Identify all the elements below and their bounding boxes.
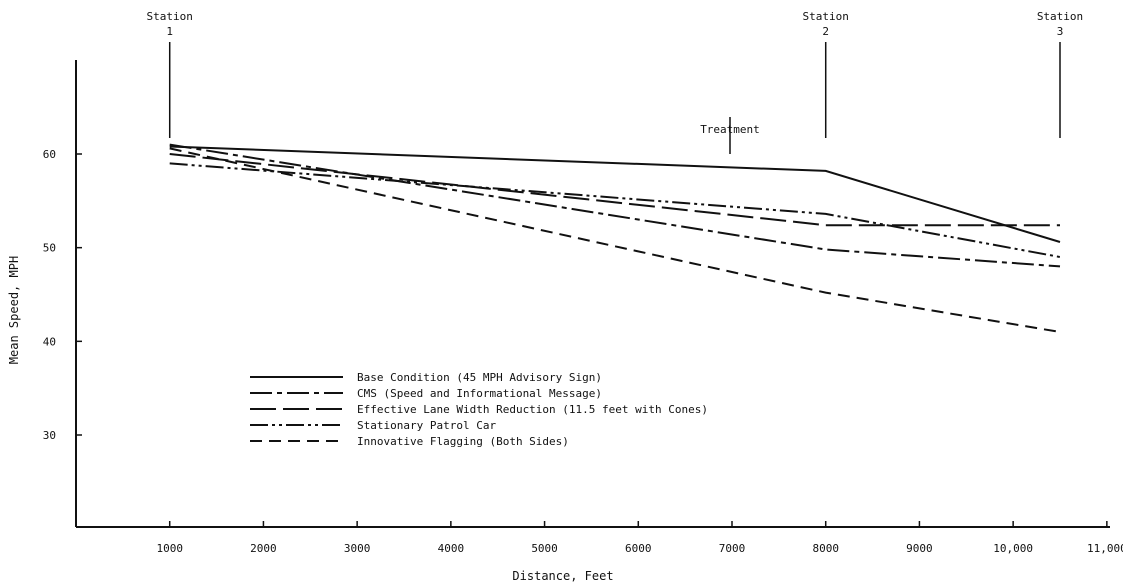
x-axis-label: Distance, Feet xyxy=(512,569,613,583)
legend: Base Condition (45 MPH Advisory Sign) CMS… xyxy=(250,371,708,448)
legend-label: Base Condition (45 MPH Advisory Sign) xyxy=(357,371,602,384)
x-tick-label: 7000 xyxy=(719,542,746,555)
station-label: Station xyxy=(803,10,849,23)
series-line xyxy=(169,153,1060,227)
station-number: 1 xyxy=(166,25,173,38)
x-ticks: 1000 2000 3000 4000 5000 6000 7000 8000 9000 10,0… xyxy=(156,521,1123,555)
x-tick-label: 2000 xyxy=(250,542,277,555)
series-line xyxy=(169,145,1061,243)
x-tick-label: 5000 xyxy=(531,542,558,555)
series-line xyxy=(169,147,1061,333)
series-line xyxy=(169,162,1061,258)
y-tick-label: 60 xyxy=(43,148,56,161)
axes xyxy=(75,60,1110,528)
station-label: Station xyxy=(1037,10,1083,23)
series-line xyxy=(169,143,1061,268)
station-label: Station xyxy=(147,10,193,23)
y-tick-label: 40 xyxy=(43,335,56,348)
annotations: Treatment xyxy=(700,117,760,154)
legend-label: Effective Lane Width Reduction (11.5 fee… xyxy=(357,403,708,416)
legend-label: CMS (Speed and Informational Message) xyxy=(357,387,602,400)
x-tick-label: 8000 xyxy=(812,542,839,555)
x-tick-label: 11,000 xyxy=(1087,542,1123,555)
station-number: 2 xyxy=(822,25,829,38)
y-tick-label: 50 xyxy=(43,242,56,255)
series-lines xyxy=(169,143,1061,333)
y-tick-label: 30 xyxy=(43,429,56,442)
y-ticks: 30 40 50 60 xyxy=(43,148,82,442)
x-tick-label: 4000 xyxy=(438,542,465,555)
x-tick-label: 10,000 xyxy=(993,542,1033,555)
x-tick-label: 3000 xyxy=(344,542,371,555)
legend-label: Innovative Flagging (Both Sides) xyxy=(357,435,569,448)
x-tick-label: 6000 xyxy=(625,542,652,555)
legend-label: Stationary Patrol Car xyxy=(357,419,496,432)
station-number: 3 xyxy=(1057,25,1064,38)
y-axis-label: Mean Speed, MPH xyxy=(7,256,21,364)
station-markers: Station 1 Station 2 Station 3 xyxy=(147,10,1083,138)
x-tick-label: 1000 xyxy=(156,542,183,555)
x-tick-label: 9000 xyxy=(906,542,933,555)
